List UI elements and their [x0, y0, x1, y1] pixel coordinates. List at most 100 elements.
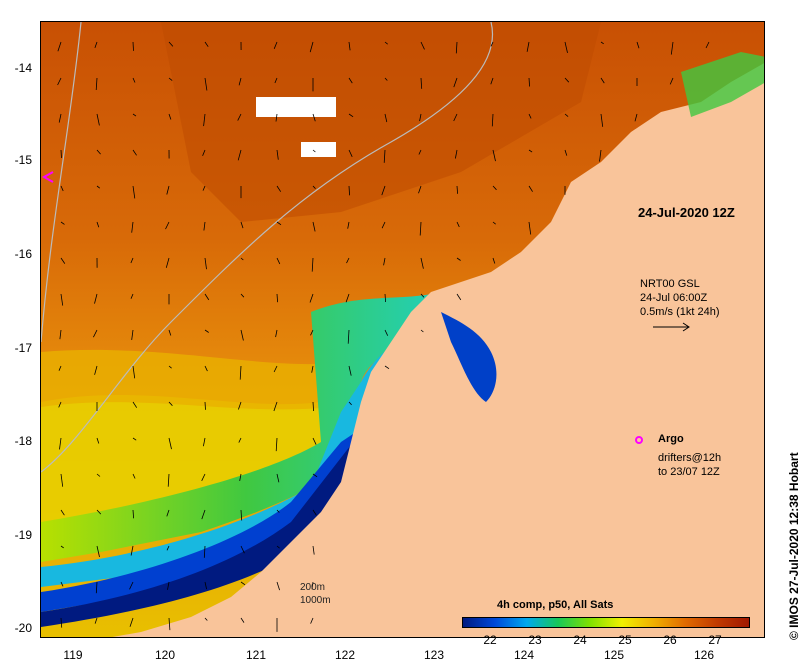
current-vector: [57, 41, 62, 52]
current-vector: [238, 401, 242, 410]
current-vector: [381, 221, 386, 229]
current-vector: [95, 581, 98, 594]
current-vector: [275, 437, 278, 452]
current-vector: [132, 77, 136, 83]
depth-1000m: 1000m: [300, 595, 331, 606]
current-vector: [203, 113, 206, 127]
current-vector: [600, 41, 604, 45]
contour-1000m: [41, 22, 493, 473]
current-vector: [94, 365, 98, 375]
colorbar-tick: 26: [663, 633, 677, 647]
current-vector: [240, 509, 243, 521]
lon-label: 122: [334, 648, 356, 662]
current-vector: [310, 329, 314, 336]
current-vector: [240, 329, 244, 341]
current-vector: [419, 221, 422, 236]
current-vector: [276, 509, 280, 513]
current-vector: [240, 545, 245, 554]
coastal-green: [41, 292, 451, 562]
current-vector: [276, 149, 279, 160]
current-vector: [60, 293, 64, 306]
credit: © IMOS 27-Jul-2020 12:38 Hobart: [787, 452, 801, 640]
current-vector: [346, 257, 350, 264]
current-vector: [312, 509, 317, 516]
current-vector: [238, 437, 242, 443]
lat-label: -20: [14, 621, 32, 635]
current-vector: [670, 41, 674, 55]
current-vector: [312, 473, 318, 478]
drifter-line: to 23/07 12Z: [658, 466, 720, 478]
current-vector: [455, 41, 458, 54]
current-vector: [418, 149, 422, 155]
current-vector: [240, 293, 245, 298]
current-vector: [528, 77, 530, 87]
colorbar-tick: 27: [708, 633, 722, 647]
current-vector: [276, 185, 282, 192]
lat-label: -14: [14, 61, 32, 75]
current-vector: [600, 77, 605, 84]
lon-label: 121: [245, 648, 267, 662]
current-vector: [348, 149, 353, 157]
current-vector: [419, 113, 422, 122]
current-vector: [60, 509, 65, 516]
current-vector: [129, 617, 134, 627]
current-vector: [131, 221, 134, 233]
sst-map-canvas: [41, 22, 764, 637]
current-vector: [312, 401, 314, 412]
current-vector: [132, 113, 137, 117]
current-vector: [166, 509, 170, 517]
colorbar-tick: 24: [573, 633, 587, 647]
current-vector: [204, 293, 210, 301]
colorbar: [462, 617, 750, 628]
current-vector: [203, 545, 206, 558]
current-vector: [204, 41, 209, 47]
current-vector: [168, 617, 171, 631]
current-vector: [348, 185, 350, 196]
current-vector: [60, 581, 64, 587]
current-vector: [276, 257, 281, 265]
current-vector: [93, 329, 98, 338]
current-vector: [166, 185, 170, 195]
current-vector: [348, 113, 354, 118]
current-vector: [94, 617, 98, 624]
current-vector: [96, 185, 101, 189]
current-vector: [384, 365, 390, 370]
current-vector: [311, 365, 314, 373]
current-vector: [204, 329, 209, 333]
current-vector: [526, 41, 530, 52]
current-vector: [60, 617, 63, 628]
current-vector: [492, 149, 496, 162]
current-vector: [456, 221, 460, 228]
current-vector: [384, 113, 388, 123]
current-vector: [96, 545, 100, 558]
current-vector: [58, 401, 62, 408]
current-vector: [276, 473, 280, 483]
date-label: 24-Jul-2020 12Z: [638, 205, 735, 220]
current-vector: [168, 77, 173, 81]
current-vector: [132, 509, 134, 519]
lat-label: -19: [14, 528, 32, 542]
current-vector: [132, 41, 134, 51]
land: [112, 63, 764, 637]
current-vector: [528, 185, 533, 192]
current-vector: [384, 41, 388, 45]
current-vector: [492, 257, 496, 264]
current-vector: [348, 401, 352, 406]
current-vector: [273, 41, 278, 49]
current-vector: [345, 293, 350, 303]
current-vector: [383, 257, 386, 266]
current-vector: [420, 77, 423, 89]
current-vector: [201, 509, 206, 520]
contour-200m: [41, 22, 82, 343]
current-vector: [564, 41, 568, 53]
current-vector: [96, 473, 101, 477]
current-vector: [491, 113, 494, 127]
current-vector: [96, 113, 100, 126]
current-vector: [240, 581, 246, 586]
sst-map[interactable]: [40, 21, 765, 638]
current-vector: [130, 293, 134, 299]
current-vector: [600, 113, 604, 127]
current-vector: [276, 293, 278, 303]
current-vector: [132, 149, 137, 156]
current-vector: [96, 509, 102, 515]
